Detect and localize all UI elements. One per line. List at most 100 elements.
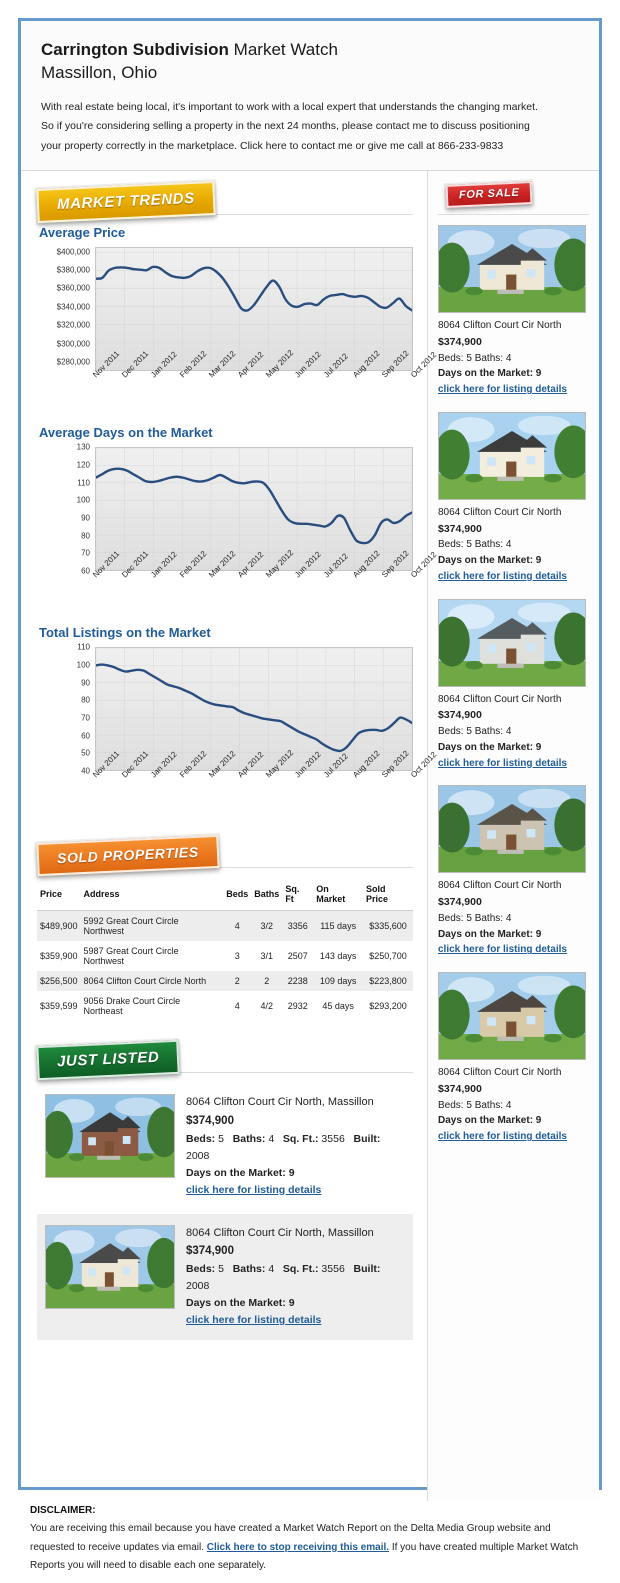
intro-line-2: So if you're considering selling a prope… (41, 120, 530, 133)
days-on-market: Days on the Market: 9 (438, 741, 542, 753)
chart-total-listings: Total Listings on the Market 110 100 90 80 7… (37, 625, 438, 817)
table-row[interactable]: $359,900 5987 Great Court Circle Northwes… (37, 941, 413, 971)
market-trends-badge-wrap: MARKET TRENDS (34, 171, 413, 226)
listing-details-link[interactable]: click here for listing details (438, 757, 567, 769)
cell-beds: 2 (223, 971, 252, 992)
listing-specs: Beds: 5 Baths: 4 (438, 912, 512, 924)
data-series-line (96, 665, 412, 751)
listing-thumbnail[interactable] (438, 598, 586, 687)
cell-address: 9056 Drake Court Circle Northeast (83, 996, 181, 1017)
y-tick-label: 100 (76, 495, 90, 505)
column-header: Baths (251, 878, 283, 912)
listing-specs: Beds: 5 Baths: 4 (438, 539, 512, 551)
plot-area-total-listings (95, 647, 413, 772)
cell-sqft: 2507 (287, 951, 308, 962)
chart-title-total-listings: Total Listings on the Market (39, 625, 211, 641)
for-sale-card[interactable]: 8064 Clifton Court Cir North $374,900 Beds… (438, 598, 589, 772)
listing-price: $374,900 (186, 1245, 234, 1258)
listing-specs: Beds: 5 Baths: 4 Sq. Ft.: 3556 Built: 20… (186, 1261, 405, 1295)
listing-details-link[interactable]: click here for listing details (438, 570, 567, 582)
listing-thumbnail[interactable] (438, 785, 586, 874)
section-divider (37, 867, 413, 869)
cell-address: 5992 Great Court Circle Northwest (80, 910, 224, 942)
just-listed-badge: JUST LISTED (34, 1037, 183, 1083)
cell-on-market: 45 days (322, 1001, 354, 1012)
listing-thumbnail[interactable] (45, 1094, 175, 1179)
listing-details-link[interactable]: click here for listing details (186, 1183, 322, 1196)
sold-properties-table: Price Address Beds Baths Sq. Ft On Market Sold… (37, 878, 413, 1021)
just-listed-list: 8064 Clifton Court Cir North, Massillon $… (37, 1083, 413, 1341)
listing-thumbnail[interactable] (438, 411, 586, 500)
for-sale-card[interactable]: 8064 Clifton Court Cir North $374,900 Beds… (438, 225, 589, 398)
section-divider (37, 214, 413, 216)
table-row[interactable]: $489,900 5992 Great Court Circle Northwes… (37, 910, 413, 942)
built-label: Built: (353, 1263, 381, 1276)
chart-average-price: Average Price $400,000 $380,000 $360,000 $3… (37, 225, 438, 417)
intro-line-3: your property correctly in the marketpla… (41, 139, 504, 152)
days-on-market: Days on the Market: 9 (186, 1297, 295, 1310)
listing-details-link[interactable]: click here for listing details (438, 1131, 567, 1143)
y-tick-label: 60 (81, 731, 90, 741)
listing-thumbnail[interactable] (438, 225, 586, 314)
y-tick-label: 110 (77, 642, 90, 652)
cell-on-market: 109 days (313, 971, 364, 992)
listing-price: $374,900 (186, 1114, 234, 1127)
days-on-market: Days on the Market: 9 (438, 1115, 542, 1127)
page-subtitle: Massillon, Ohio (41, 62, 158, 82)
listing-info: 8064 Clifton Court Cir North, Massillon $… (186, 1094, 405, 1198)
y-tick-label: $280,000 (56, 357, 90, 367)
sqft-label: Sq. Ft.: (282, 1263, 319, 1276)
cell-sold-price: $335,600 (363, 910, 413, 942)
cell-baths: 3/2 (251, 910, 283, 942)
listing-price: $374,900 (438, 522, 482, 535)
table-row[interactable]: $256,500 8064 Clifton Court Circle North 2… (37, 971, 413, 992)
listing-details-link[interactable]: click here for listing details (186, 1314, 322, 1327)
for-sale-info: 8064 Clifton Court Cir North $374,900 Beds… (438, 1065, 589, 1145)
beds-label: Beds: (186, 1263, 216, 1276)
house-photo-graphic (46, 1225, 174, 1308)
subdivision-name: Carrington Subdivision (41, 40, 229, 59)
listing-specs: Beds: 5 Baths: 4 Sq. Ft.: 3556 Built: 20… (186, 1131, 405, 1165)
y-tick-label: $320,000 (56, 320, 90, 330)
data-series-line (96, 267, 412, 311)
disclaimer-section: DISCLAIMER: You are receiving this email… (30, 1505, 590, 1576)
cell-address: 8064 Clifton Court Circle North (80, 971, 224, 992)
y-axis-total-listings: 110 100 90 80 70 60 50 40 (37, 643, 95, 776)
cell-sold-price: $223,800 (363, 971, 413, 992)
cell-beds: 4 (223, 910, 252, 942)
x-axis-total-listings: Nov 2011 Dec 2011 Jan 2012 Feb 2012 Mar 2012… (91, 748, 438, 817)
chart-svg (96, 648, 412, 770)
disclaimer-part-1: You are receiving this email because you… (30, 1523, 551, 1553)
house-photo-graphic (439, 786, 585, 873)
chart-title-average-days: Average Days on the Market (39, 425, 213, 441)
y-tick-label: 100 (76, 660, 90, 670)
sidebar-divider (438, 214, 589, 216)
page-title: Carrington Subdivision Market Watch (41, 39, 579, 62)
y-tick-label: $340,000 (56, 302, 90, 312)
email-frame: Carrington Subdivision Market Watch Mass… (18, 18, 602, 1502)
cell-sqft: 2932 (287, 1001, 308, 1012)
table-row[interactable]: $359,599 9056 Drake Court Circle Northeas… (37, 991, 413, 1021)
for-sale-card[interactable]: 8064 Clifton Court Cir North $374,900 Beds… (438, 411, 589, 585)
built-label: Built: (353, 1132, 381, 1145)
for-sale-info: 8064 Clifton Court Cir North $374,900 Beds… (438, 692, 589, 772)
table-body: $489,900 5992 Great Court Circle Northwes… (37, 910, 413, 1022)
column-header: On Market (313, 878, 364, 912)
cell-sqft: 2238 (282, 971, 314, 992)
baths-label: Baths: (232, 1132, 266, 1145)
just-listed-item[interactable]: 8064 Clifton Court Cir North, Massillon $… (37, 1083, 413, 1209)
unsubscribe-link[interactable]: Click here to stop receiving this email. (206, 1541, 390, 1553)
listing-thumbnail[interactable] (438, 972, 586, 1061)
listing-details-link[interactable]: click here for listing details (438, 384, 567, 396)
listing-details-link[interactable]: click here for listing details (438, 944, 567, 956)
disclaimer-text: You are receiving this email because you… (30, 1520, 590, 1576)
for-sale-card[interactable]: 8064 Clifton Court Cir North $374,900 Beds… (438, 972, 589, 1145)
just-listed-item[interactable]: 8064 Clifton Court Cir North, Massillon $… (37, 1213, 413, 1341)
for-sale-badge: FOR SALE (443, 178, 535, 211)
cell-beds: 4 (234, 1001, 240, 1012)
y-tick-label: $300,000 (56, 339, 90, 349)
y-tick-label: 90 (81, 678, 90, 688)
listing-thumbnail[interactable] (45, 1224, 175, 1309)
market-trends-badge: MARKET TRENDS (34, 178, 218, 226)
for-sale-card[interactable]: 8064 Clifton Court Cir North $374,900 Beds… (438, 785, 589, 958)
